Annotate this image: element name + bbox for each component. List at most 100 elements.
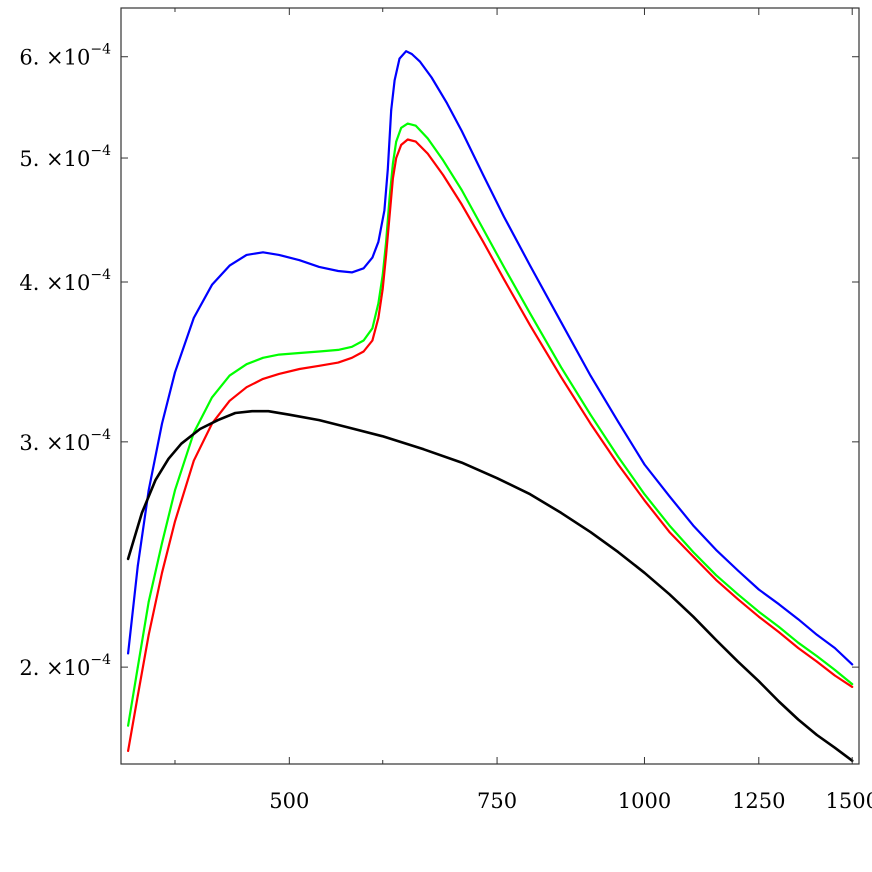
series-line-0	[127, 50, 854, 666]
series-1-point-8	[245, 363, 248, 366]
series-2-point-29	[482, 240, 485, 243]
series-1-point-21	[392, 162, 394, 165]
plot-frame	[120, 7, 860, 765]
series-1-point-42	[797, 641, 800, 644]
series-3-point-18	[560, 512, 563, 514]
series-1-point-27	[442, 159, 444, 162]
series-3-point-28	[797, 718, 800, 721]
series-2-point-40	[757, 615, 760, 618]
series-1-point-45	[851, 683, 854, 685]
series-3-point-14	[422, 448, 425, 451]
series-0-point-39	[737, 569, 739, 572]
series-0-point-16	[371, 256, 374, 259]
series-2-point-33	[589, 422, 592, 425]
series-2-point-30	[503, 278, 505, 281]
series-2-point-43	[816, 660, 818, 663]
series-1-point-40	[757, 610, 760, 613]
series-3-point-22	[668, 593, 671, 596]
series-3-point-16	[496, 477, 498, 480]
series-2-point-14	[351, 356, 353, 359]
series-1-point-3	[161, 542, 163, 544]
series-0-point-23	[405, 50, 407, 53]
series-0-point-17	[377, 240, 380, 243]
series-1-point-41	[778, 626, 780, 628]
x-tick-label-4: 1500	[825, 789, 872, 813]
series-2-point-41	[778, 631, 780, 633]
series-0-point-9	[262, 251, 264, 254]
series-0-point-37	[692, 524, 695, 527]
series-3-point-8	[251, 410, 254, 413]
y-tick-label-1: 3. ×10−4	[19, 427, 111, 455]
series-2-point-9	[262, 378, 264, 380]
series-0-point-21	[393, 79, 396, 82]
series-3-point-1	[141, 512, 143, 514]
x-tick-label-0: 500	[269, 789, 309, 813]
series-3-point-13	[381, 435, 384, 438]
series-0-point-1	[136, 564, 139, 567]
series-3-point-27	[778, 700, 780, 703]
series-0-point-45	[851, 663, 854, 666]
series-0-point-19	[386, 168, 389, 171]
series-0-point-43	[816, 633, 818, 636]
series-0-point-5	[192, 317, 195, 319]
series-1-point-10	[278, 353, 280, 356]
series-0-point-18	[383, 209, 386, 212]
series-0-point-15	[362, 267, 365, 270]
series-0-point-11	[298, 259, 301, 262]
series-2-point-3	[161, 571, 163, 574]
series-0-point-8	[245, 254, 248, 256]
series-1-point-20	[388, 197, 391, 200]
series-3-point-26	[757, 680, 760, 683]
series-2-point-25	[414, 140, 417, 143]
series-1-point-37	[692, 551, 695, 553]
series-3-point-29	[816, 734, 818, 736]
series-3-point-5	[199, 428, 201, 430]
series-1-point-36	[668, 524, 671, 527]
series-0-point-3	[161, 422, 163, 425]
series-0-point-2	[147, 489, 150, 492]
series-1-point-39	[737, 593, 739, 596]
series-2-point-1	[136, 694, 139, 697]
series-1-point-43	[816, 655, 818, 657]
series-0-point-10	[278, 254, 280, 256]
series-2-point-26	[426, 152, 429, 155]
series-1-point-38	[715, 574, 717, 577]
series-2-point-23	[400, 144, 403, 146]
series-3-point-0	[127, 558, 129, 560]
series-3-point-17	[529, 493, 531, 496]
series-line-1	[127, 122, 854, 727]
series-2-point-5	[192, 459, 195, 462]
series-2-point-19	[385, 254, 387, 256]
series-1-point-11	[298, 352, 301, 354]
series-layer	[126, 50, 854, 762]
series-2-point-31	[529, 324, 531, 327]
series-3-point-24	[715, 639, 717, 641]
series-1-point-31	[529, 312, 531, 315]
series-2-point-16	[371, 339, 374, 342]
series-3-point-12	[346, 426, 349, 429]
series-1-point-23	[400, 126, 403, 129]
series-2-point-36	[668, 531, 671, 533]
series-0-point-20	[390, 109, 393, 111]
series-0-point-24	[410, 53, 413, 55]
series-0-point-26	[430, 76, 433, 79]
series-2-point-8	[245, 386, 248, 389]
series-0-point-4	[174, 371, 176, 374]
series-0-point-34	[617, 420, 620, 423]
series-3-point-10	[288, 413, 291, 416]
series-2-point-13	[337, 361, 340, 364]
series-2-point-22	[395, 157, 398, 159]
series-1-point-28	[460, 189, 463, 191]
x-tick-label-3: 1250	[732, 789, 785, 813]
series-0-point-41	[778, 603, 780, 606]
series-1-point-34	[617, 456, 620, 458]
series-3-point-4	[180, 442, 183, 445]
series-3-point-11	[318, 419, 321, 421]
series-3-point-21	[643, 571, 646, 574]
series-1-point-32	[560, 366, 563, 369]
series-2-point-12	[318, 364, 321, 367]
series-0-point-25	[418, 60, 421, 63]
series-2-point-17	[377, 317, 380, 319]
series-1-point-35	[643, 493, 646, 496]
x-tick-label-1: 750	[477, 789, 517, 813]
